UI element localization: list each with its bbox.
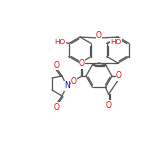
Text: O: O	[54, 102, 60, 111]
Text: N: N	[64, 81, 70, 90]
Text: O: O	[79, 60, 85, 69]
Text: O: O	[54, 60, 60, 69]
Text: O: O	[96, 32, 102, 40]
Text: O: O	[106, 101, 111, 110]
Text: O: O	[71, 76, 77, 85]
Text: HO: HO	[110, 39, 121, 45]
Text: HO: HO	[54, 39, 65, 45]
Text: O: O	[116, 72, 122, 81]
